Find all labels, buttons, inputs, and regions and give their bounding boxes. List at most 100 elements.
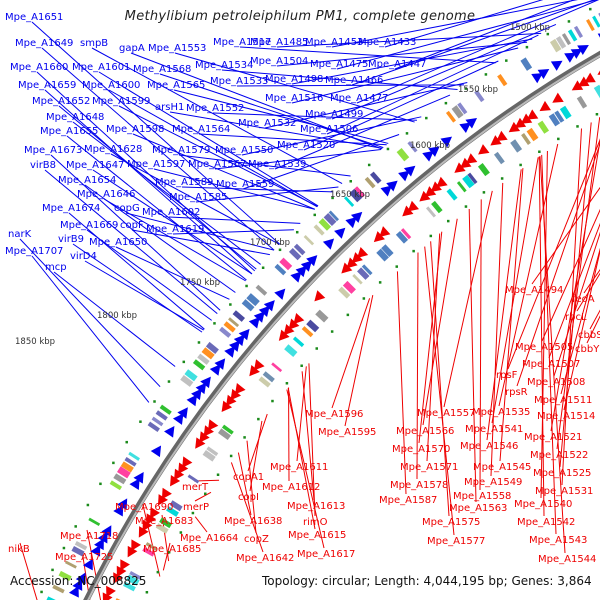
gene-arrow[interactable] [419, 190, 431, 202]
feature-block[interactable] [117, 466, 131, 479]
gene-arrow[interactable] [164, 426, 175, 438]
feature-block[interactable] [457, 102, 468, 115]
feature-block[interactable] [187, 474, 200, 484]
gene-arrow[interactable] [398, 170, 410, 182]
feature-block[interactable] [180, 374, 194, 387]
feature-block[interactable] [474, 89, 485, 103]
feature-block[interactable] [510, 139, 523, 153]
forward-gene-label[interactable]: mcp [45, 262, 67, 273]
reverse-gene-label[interactable]: Mpe_A1508 [527, 377, 585, 388]
feature-block[interactable] [554, 110, 565, 123]
forward-gene-label[interactable]: Mpe_A1601 [72, 62, 130, 73]
forward-gene-label[interactable]: Mpe_A1485 [250, 37, 308, 48]
gene-arrow[interactable] [253, 311, 265, 323]
feature-block[interactable] [526, 127, 539, 142]
reverse-gene-label[interactable]: Mpe_A1531 [535, 486, 593, 497]
forward-gene-label[interactable]: Mpe_A1579 [152, 145, 210, 156]
gene-arrow[interactable] [207, 419, 219, 431]
gene-arrow[interactable] [274, 288, 286, 300]
forward-gene-label[interactable]: Mpe_A1673 [24, 145, 82, 156]
reverse-gene-label[interactable]: Mpe_A1725 [55, 552, 113, 563]
feature-block[interactable] [561, 33, 571, 46]
gene-arrow[interactable] [278, 329, 290, 341]
reverse-gene-label[interactable]: Mpe_A1507 [522, 359, 580, 370]
feature-block[interactable] [246, 293, 260, 307]
gene-arrow[interactable] [570, 48, 583, 59]
forward-gene-label[interactable]: Mpe_A1651 [5, 12, 63, 23]
feature-block[interactable] [205, 341, 219, 354]
gene-arrow[interactable] [249, 364, 260, 377]
feature-block[interactable] [318, 218, 332, 231]
reverse-gene-label[interactable]: Mpe_A1587 [379, 495, 437, 506]
feature-block[interactable] [592, 15, 600, 28]
gene-arrow[interactable] [186, 394, 198, 407]
feature-block[interactable] [58, 570, 72, 581]
gene-arrow[interactable] [177, 407, 188, 419]
gene-arrow[interactable] [138, 526, 149, 538]
gene-arrow[interactable] [116, 565, 127, 578]
reverse-gene-label[interactable]: Mpe_A1546 [460, 441, 518, 452]
gene-arrow[interactable] [229, 340, 240, 352]
reverse-gene-label[interactable]: Mpe_A1514 [537, 411, 595, 422]
gene-arrow[interactable] [314, 290, 326, 302]
reverse-gene-label[interactable]: Mpe_A1525 [533, 468, 591, 479]
feature-block[interactable] [279, 257, 293, 271]
feature-block[interactable] [352, 274, 363, 285]
feature-block[interactable] [88, 517, 101, 527]
gene-arrow[interactable] [293, 312, 305, 325]
feature-block[interactable] [462, 174, 475, 189]
gene-arrow[interactable] [258, 305, 270, 318]
reverse-gene-label[interactable]: Mpe_A1578 [390, 480, 448, 491]
gene-arrow[interactable] [571, 80, 584, 91]
feature-block[interactable] [255, 284, 268, 296]
reverse-gene-label[interactable]: Mpe_A1642 [236, 553, 294, 564]
feature-block[interactable] [456, 181, 467, 193]
forward-gene-label[interactable]: Mpe_A1659 [18, 80, 76, 91]
gene-arrow[interactable] [72, 579, 83, 591]
feature-block[interactable] [400, 228, 412, 240]
feature-block[interactable] [52, 584, 65, 594]
forward-gene-label[interactable]: Mpe_A1654 [58, 175, 116, 186]
feature-block[interactable] [354, 186, 366, 198]
feature-block[interactable] [201, 347, 215, 360]
feature-block[interactable] [338, 286, 351, 299]
gene-arrow[interactable] [552, 92, 564, 103]
feature-block[interactable] [548, 113, 561, 127]
reverse-gene-label[interactable]: Mpe_A1511 [534, 395, 592, 406]
gene-arrow[interactable] [113, 504, 124, 517]
gene-arrow[interactable] [129, 478, 140, 490]
forward-gene-label[interactable]: Mpe_A1707 [5, 246, 63, 257]
feature-block[interactable] [467, 172, 478, 185]
forward-gene-label[interactable]: Mpe_A1674 [42, 203, 100, 214]
feature-block[interactable] [223, 321, 236, 333]
forward-gene-label[interactable]: Mpe_A1447 [368, 59, 426, 70]
feature-block[interactable] [113, 473, 127, 485]
feature-block[interactable] [126, 574, 140, 586]
feature-block[interactable] [323, 212, 337, 226]
feature-block[interactable] [357, 267, 370, 280]
reverse-gene-label[interactable]: nikB [8, 544, 30, 555]
reverse-gene-label[interactable]: copZ [244, 534, 269, 545]
feature-block[interactable] [169, 500, 183, 512]
forward-gene-label[interactable]: Mpe_A1600 [82, 80, 140, 91]
forward-gene-label[interactable]: Mpe_A1532 [238, 118, 296, 129]
feature-block[interactable] [549, 38, 562, 53]
reverse-gene-label[interactable]: Mpe_A1521 [524, 432, 582, 443]
reverse-gene-label[interactable]: Mpe_A1596 [305, 409, 363, 420]
feature-block[interactable] [446, 188, 458, 201]
feature-block[interactable] [271, 362, 283, 373]
feature-block[interactable] [349, 188, 363, 203]
gene-arrow[interactable] [117, 498, 128, 511]
gene-arrow[interactable] [514, 117, 527, 128]
gene-arrow[interactable] [191, 388, 202, 401]
gene-arrow[interactable] [597, 65, 600, 75]
gene-arrow[interactable] [90, 545, 101, 557]
forward-gene-label[interactable]: Mpe_A1652 [32, 96, 90, 107]
gene-arrow[interactable] [94, 538, 104, 551]
forward-gene-label[interactable]: arsH1 [155, 102, 184, 113]
gene-arrow[interactable] [584, 72, 596, 83]
forward-gene-label[interactable]: smpB [80, 38, 108, 49]
feature-block[interactable] [313, 224, 325, 236]
forward-gene-label[interactable]: Mpe_A1619 [146, 224, 204, 235]
feature-block[interactable] [218, 428, 232, 440]
